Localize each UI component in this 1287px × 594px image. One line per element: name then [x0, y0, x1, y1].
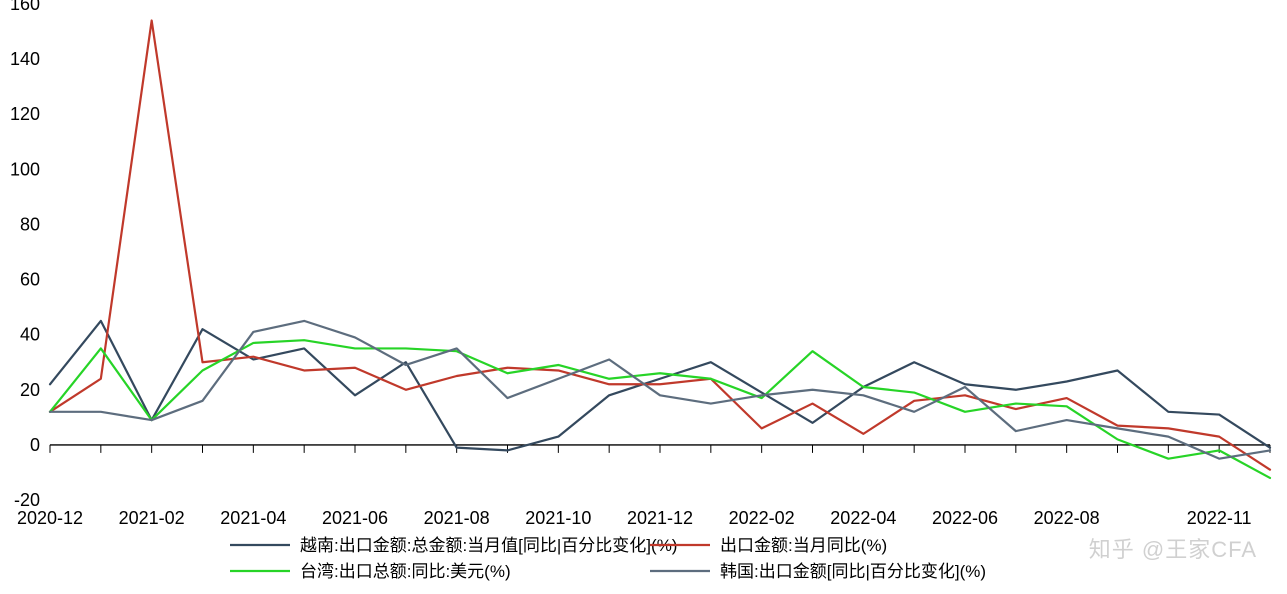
series-line-china [50, 21, 1270, 470]
y-tick-label: 40 [20, 325, 40, 345]
x-tick-label: 2021-06 [322, 508, 388, 528]
y-tick-label: 160 [10, 0, 40, 14]
y-tick-label: 120 [10, 104, 40, 124]
y-tick-label: 60 [20, 270, 40, 290]
x-tick-label: 2021-04 [220, 508, 286, 528]
legend-label-china: 出口金额:当月同比(%) [720, 536, 887, 555]
legend-label-korea: 韩国:出口金额[同比|百分比变化](%) [720, 562, 986, 581]
export-yoy-line-chart: -20 0 20 40 60 80 100 120 140 160 2020-12 2021-02 20… [0, 0, 1287, 594]
y-tick-label: 20 [20, 380, 40, 400]
x-tick-label: 2022-11 [1187, 508, 1252, 528]
y-tick-label: 140 [10, 49, 40, 69]
y-tick-label: 80 [20, 214, 40, 234]
x-tick-label: 2022-02 [729, 508, 795, 528]
x-tick-label: 2021-12 [627, 508, 693, 528]
x-tick-label: 2021-10 [525, 508, 591, 528]
legend-label-taiwan: 台湾:出口总额:同比:美元(%) [300, 562, 511, 581]
x-tick-label: 2020-12 [17, 508, 83, 528]
x-tick-label: 2021-08 [424, 508, 490, 528]
legend-label-vietnam: 越南:出口金额:总金额:当月值[同比|百分比变化](%) [300, 536, 677, 555]
series-line-vietnam [50, 321, 1270, 451]
x-tick-label: 2022-04 [830, 508, 896, 528]
x-tick-label: 2022-06 [932, 508, 998, 528]
x-tick-label: 2022-08 [1034, 508, 1100, 528]
y-tick-label: -20 [14, 490, 40, 510]
y-tick-label: 0 [30, 435, 40, 455]
chart-svg: -20 0 20 40 60 80 100 120 140 160 2020-12 2021-02 20… [0, 0, 1287, 594]
series-line-korea [50, 321, 1270, 459]
x-tick-label: 2021-02 [119, 508, 185, 528]
y-tick-label: 100 [10, 159, 40, 179]
